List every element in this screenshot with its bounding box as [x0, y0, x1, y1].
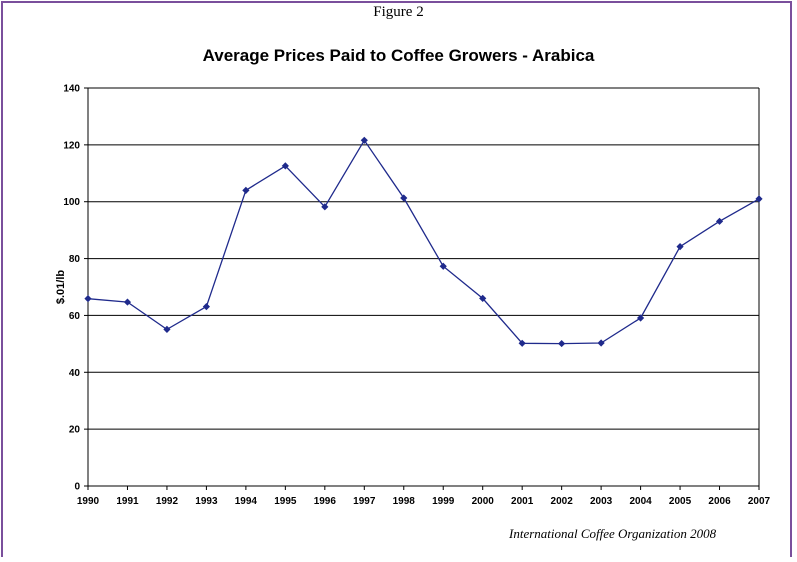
chart-title: Average Prices Paid to Coffee Growers - … — [202, 46, 595, 65]
x-tick-label: 1991 — [116, 496, 139, 507]
data-point-marker — [755, 195, 763, 203]
y-tick-labels: 0 20 40 60 80 100 120 140 — [63, 84, 80, 493]
series — [84, 136, 763, 348]
y-tick-label: 80 — [69, 254, 81, 265]
data-point-marker — [84, 295, 92, 303]
x-tick-label: 1990 — [77, 496, 100, 507]
x-tick-label: 1999 — [432, 496, 455, 507]
y-tick-label: 100 — [63, 197, 80, 208]
data-point-marker — [123, 298, 132, 306]
data-point-marker — [558, 339, 566, 348]
data-point-marker — [597, 339, 605, 347]
figure-label: Figure 2 — [373, 4, 424, 20]
data-point-marker — [715, 217, 724, 225]
y-tick-label: 20 — [69, 425, 81, 436]
data-point-marker — [202, 303, 211, 311]
series-line — [87, 139, 760, 345]
x-tick-labels: 1990 1991 1992 1993 1994 1995 1996 1997 1998 1999… — [77, 496, 771, 507]
source-note: International Coffee Organization 2008 — [509, 526, 717, 541]
x-tick-label: 1995 — [274, 496, 297, 507]
x-tick-label: 1992 — [156, 496, 179, 507]
x-tick-label: 2000 — [472, 496, 495, 507]
x-tick-label: 2007 — [748, 496, 771, 507]
x-tick-label: 2005 — [669, 496, 692, 507]
data-point-marker — [479, 294, 487, 302]
x-tick-label: 2004 — [629, 496, 652, 507]
y-tick-label: 60 — [69, 311, 81, 322]
x-tick-label: 1994 — [235, 496, 258, 507]
data-point-marker — [636, 314, 645, 322]
x-tick-label: 1993 — [195, 496, 218, 507]
y-tick-label: 120 — [63, 140, 80, 151]
data-point-marker — [242, 186, 250, 194]
gridlines — [88, 87, 759, 430]
data-point-marker — [281, 162, 289, 170]
data-point-marker — [163, 325, 171, 333]
data-point-marker — [439, 262, 447, 270]
x-tick-label: 2002 — [551, 496, 574, 507]
data-point-marker — [400, 194, 408, 202]
x-tick-label: 1998 — [393, 496, 416, 507]
x-tick-label: 2003 — [590, 496, 613, 507]
data-point-marker — [360, 136, 368, 144]
data-point-marker — [321, 203, 329, 211]
data-point-marker — [518, 339, 526, 347]
x-tick-label: 1996 — [314, 496, 337, 507]
x-tick-label: 2001 — [511, 496, 534, 507]
y-axis-title: $.01/lb — [55, 270, 67, 305]
axes — [84, 87, 760, 490]
y-tick-label: 40 — [69, 368, 81, 379]
y-tick-label: 0 — [74, 482, 80, 493]
y-tick-label: 140 — [63, 84, 80, 95]
data-point-marker — [676, 243, 684, 251]
x-tick-label: 2006 — [708, 496, 731, 507]
x-tick-label: 1997 — [353, 496, 376, 507]
